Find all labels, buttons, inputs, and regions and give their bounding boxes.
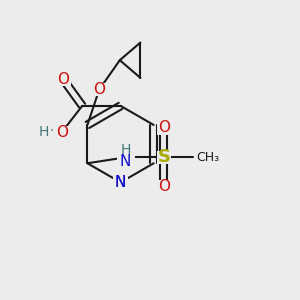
Text: CH₃: CH₃	[196, 151, 220, 164]
Bar	[113, 176, 128, 189]
Bar	[157, 151, 171, 164]
Text: N: N	[115, 175, 126, 190]
Bar	[50, 126, 74, 139]
Text: O: O	[93, 82, 105, 97]
Text: O: O	[56, 125, 68, 140]
Bar	[113, 176, 128, 189]
Text: N: N	[115, 175, 126, 190]
Text: O: O	[158, 120, 170, 135]
Text: S: S	[158, 148, 170, 166]
Bar	[157, 180, 171, 194]
Bar	[117, 147, 134, 168]
Text: O: O	[57, 72, 69, 87]
Text: H: H	[121, 143, 131, 157]
Bar	[157, 121, 171, 134]
Text: H: H	[39, 125, 49, 139]
Bar	[56, 73, 70, 86]
Text: ·: ·	[49, 124, 53, 138]
Bar	[92, 83, 106, 96]
Text: N: N	[120, 154, 131, 169]
Text: O: O	[158, 179, 170, 194]
